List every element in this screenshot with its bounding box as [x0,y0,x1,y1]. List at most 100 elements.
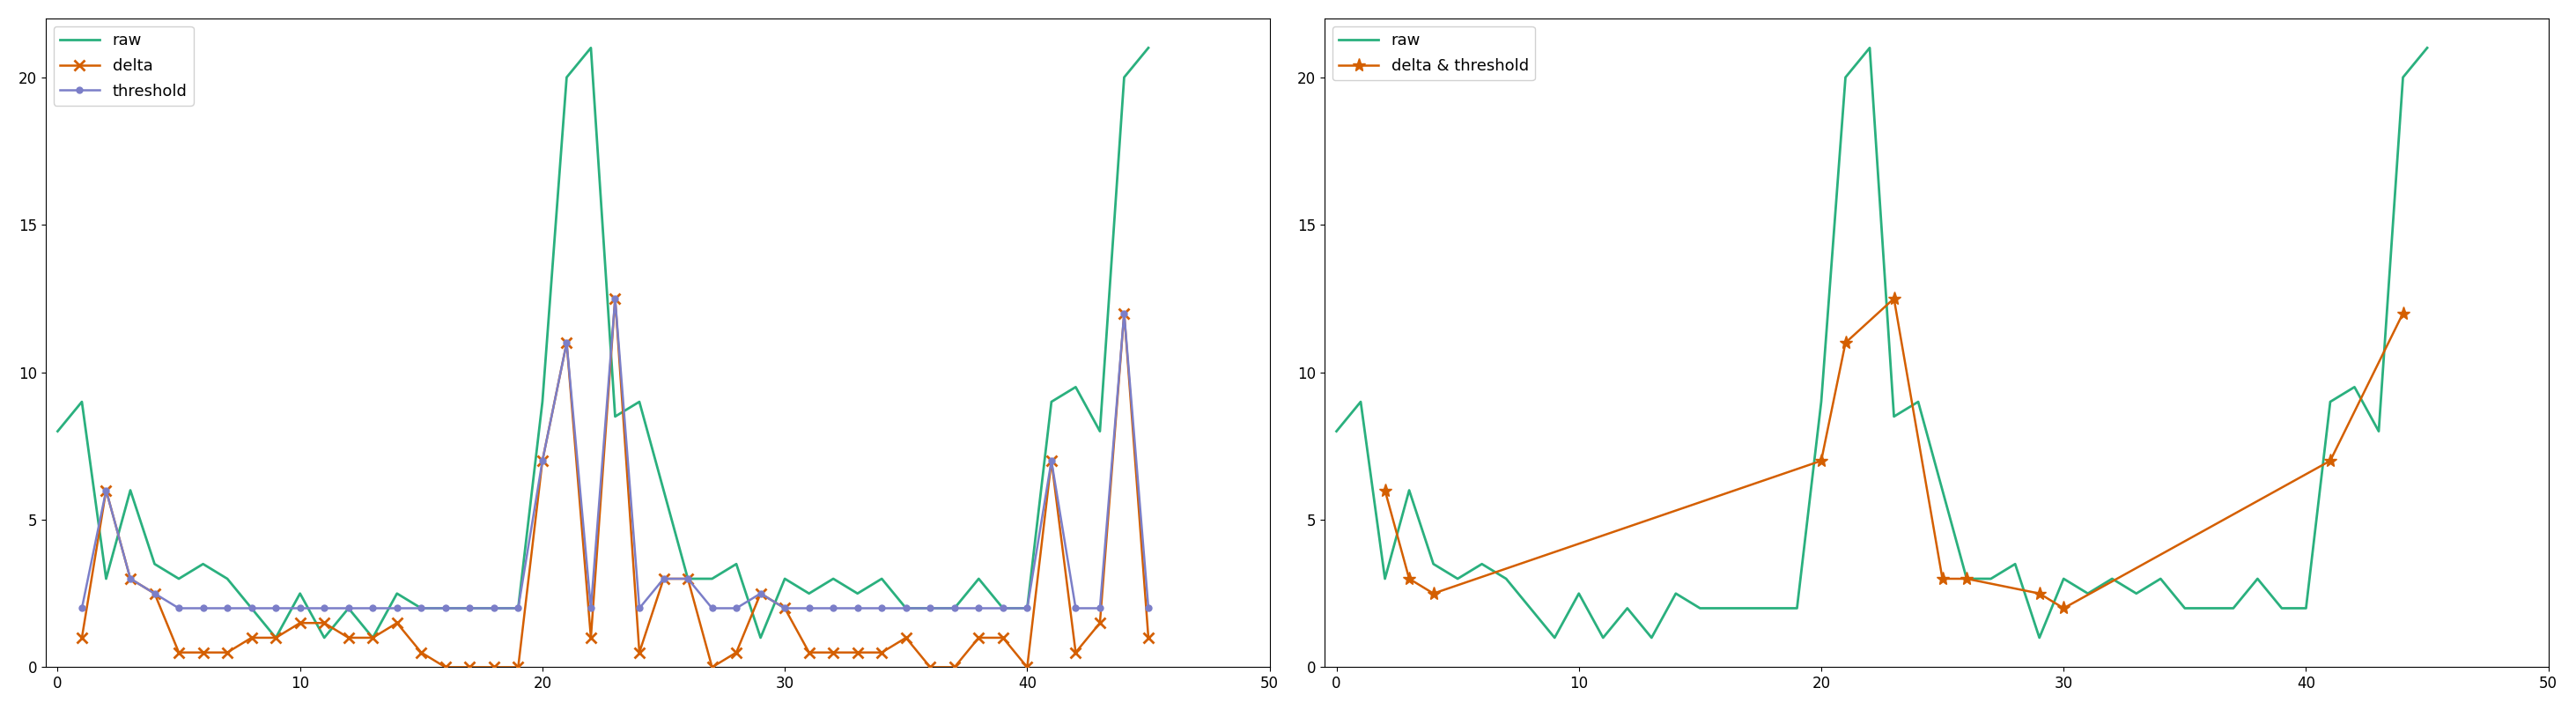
raw [891,604,922,613]
raw [1904,398,1935,406]
raw [672,574,703,583]
raw [842,589,873,598]
raw [623,398,654,406]
delta [744,589,775,598]
raw [1927,486,1958,495]
threshold [528,457,559,465]
delta [940,663,971,672]
threshold [696,604,726,613]
delta [309,618,340,627]
delta & threshold [1927,574,1958,583]
raw [358,633,389,642]
delta [528,457,559,465]
raw [1564,589,1595,598]
raw [770,574,801,583]
raw [744,633,775,642]
delta [721,648,752,657]
threshold [502,604,533,613]
delta [842,648,873,657]
Legend: raw, delta & threshold: raw, delta & threshold [1332,26,1535,80]
threshold [600,294,631,302]
raw [793,589,824,598]
raw [116,486,147,495]
threshold [139,589,170,598]
threshold [116,574,147,583]
delta [407,648,438,657]
raw [1417,559,1448,568]
Line: raw: raw [1337,48,2427,638]
raw [1636,633,1667,642]
raw [817,574,848,583]
raw [283,589,314,598]
raw [1783,604,1814,613]
raw [866,574,896,583]
threshold [453,604,484,613]
delta [866,648,896,657]
raw [2388,73,2419,82]
delta [600,294,631,302]
threshold [162,604,193,613]
raw [1538,633,1569,642]
threshold [358,604,389,613]
delta [1084,618,1115,627]
delta [90,486,121,495]
raw [41,427,72,435]
delta [914,663,945,672]
delta [67,633,98,642]
raw [237,604,268,613]
threshold [744,589,775,598]
threshold [649,574,680,583]
threshold [817,604,848,613]
delta [987,633,1018,642]
delta [649,574,680,583]
raw [1370,574,1401,583]
delta [1036,457,1066,465]
delta [211,648,242,657]
threshold [381,604,412,613]
delta [283,618,314,627]
delta [963,633,994,642]
raw [1806,398,1837,406]
raw [2169,604,2200,613]
threshold [479,604,510,613]
raw [1492,574,1522,583]
delta [237,633,268,642]
raw [1685,604,1716,613]
raw [1084,427,1115,435]
raw [1950,574,1981,583]
raw [1734,604,1765,613]
threshold [793,604,824,613]
delta & threshold [2048,604,2079,613]
raw [1708,604,1739,613]
delta [1108,309,1139,317]
raw [696,574,726,583]
raw [2290,604,2321,613]
delta & threshold [1878,294,1909,302]
raw [2316,398,2347,406]
Line: delta & threshold: delta & threshold [1378,292,2409,615]
raw [1061,383,1092,391]
raw [600,413,631,421]
raw [1036,398,1066,406]
raw [2097,574,2128,583]
raw [2339,383,2370,391]
raw [162,574,193,583]
raw [381,589,412,598]
raw [479,604,510,613]
raw [2218,604,2249,613]
raw [430,604,461,613]
raw [2362,427,2393,435]
raw [528,398,559,406]
raw [2048,574,2079,583]
delta [162,648,193,657]
threshold [987,604,1018,613]
raw [90,574,121,583]
raw [502,604,533,613]
raw [2195,604,2226,613]
threshold [407,604,438,613]
raw [407,604,438,613]
threshold [963,604,994,613]
raw [1757,604,1788,613]
delta [453,663,484,672]
threshold [260,604,291,613]
